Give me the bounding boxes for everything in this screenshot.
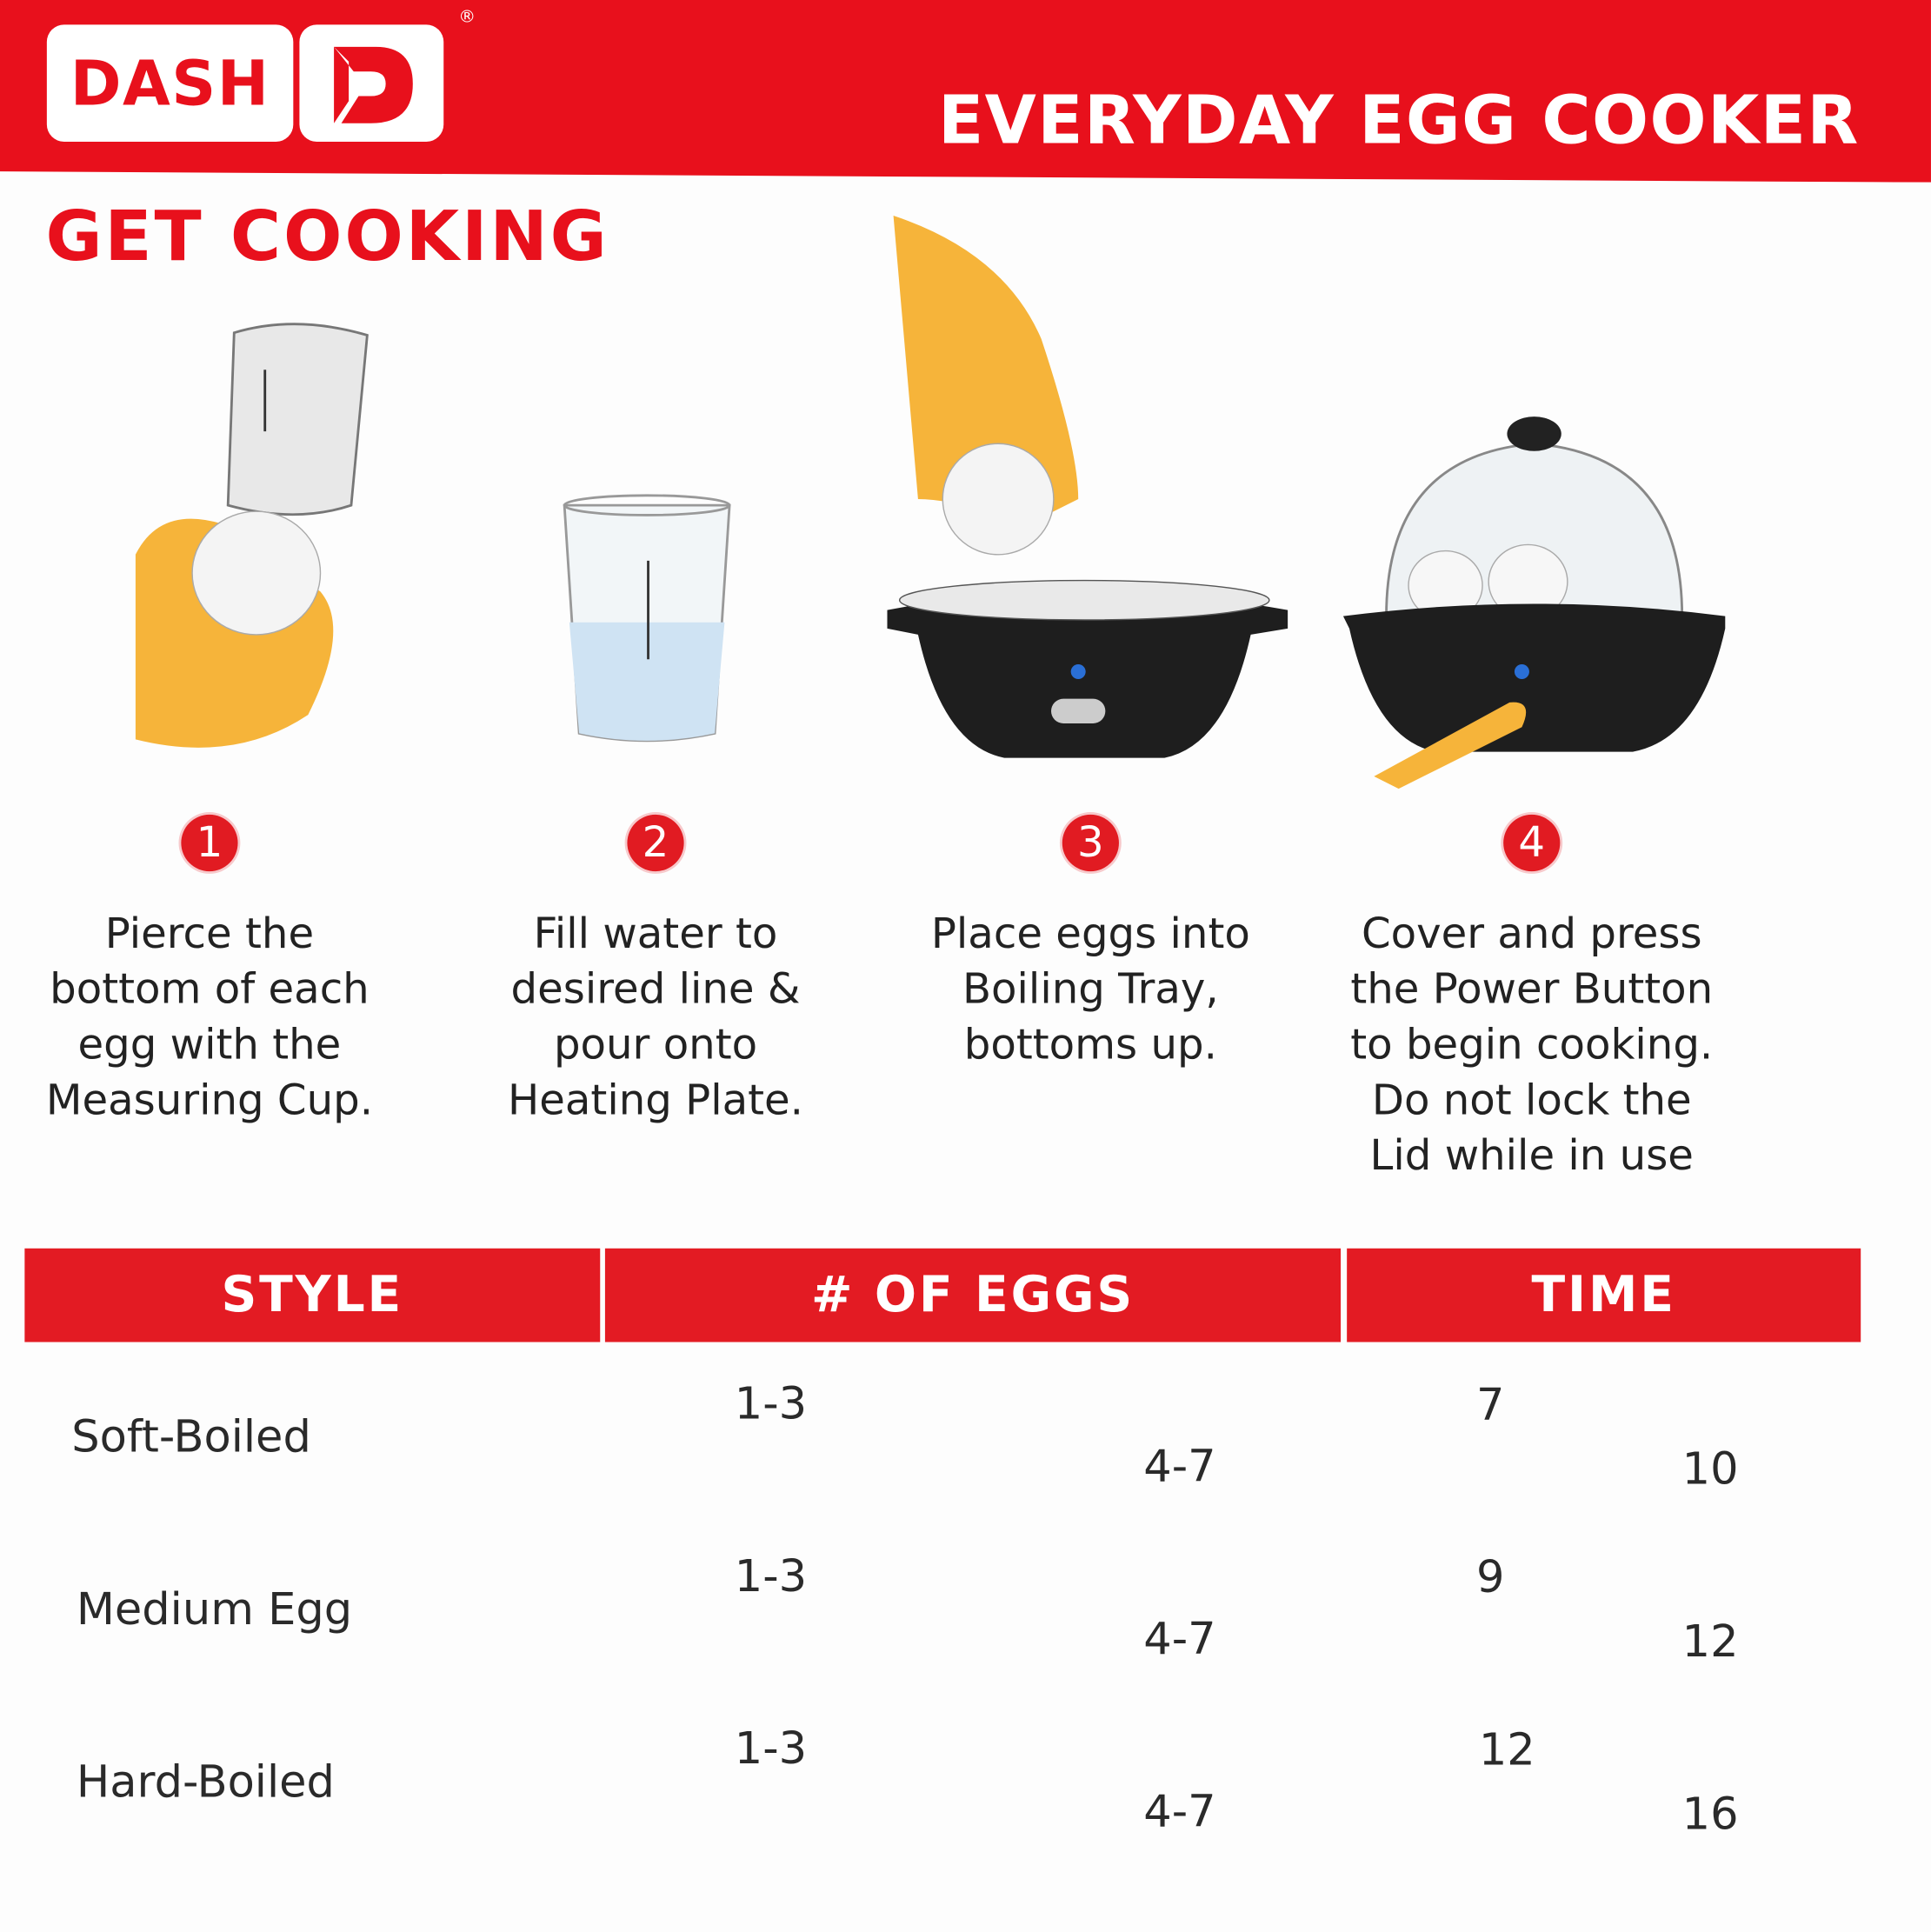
step-line: Measuring Cup. (45, 1076, 374, 1126)
style-cell: Soft-Boiled (71, 1412, 311, 1463)
section-title: GET COOKING (45, 197, 609, 277)
step-line: Fill water to (533, 909, 778, 959)
time-small-cell: 9 (1475, 1552, 1505, 1603)
header-style: STYLE (24, 1248, 601, 1342)
step-line: Do not lock the (1371, 1076, 1692, 1126)
step-line: Heating Plate. (508, 1076, 804, 1126)
eggs-large-cell: 4-7 (1143, 1442, 1216, 1493)
step-line: pour onto (553, 1020, 758, 1070)
step-line: to begin cooking. (1350, 1020, 1714, 1070)
dash-logo: DASH (46, 24, 294, 142)
measuring-cup-icon (563, 494, 731, 743)
step-line: bottoms up. (963, 1020, 1217, 1070)
step-line: Pierce the (104, 909, 315, 959)
step-4-number: 4 (1503, 814, 1561, 872)
time-large-cell: 16 (1681, 1789, 1739, 1841)
step-3-number: 3 (1062, 814, 1119, 872)
header-eggs: # OF EGGS (604, 1248, 1342, 1342)
style-cell: Medium Egg (76, 1584, 353, 1636)
egg-cooker-tray-icon (887, 216, 1288, 758)
header-time: TIME (1347, 1248, 1861, 1342)
pierce-egg-illustration-icon (135, 323, 369, 748)
product-title: EVERYDAY EGG COOKER (937, 81, 1860, 159)
cooking-table-body: Soft-Boiled 1-3 4-7 7 10 Medium Egg 1-3 … (0, 1356, 1931, 1873)
dash-d-logo-icon (299, 24, 444, 142)
style-cell: Hard-Boiled (76, 1757, 335, 1809)
time-large-cell: 12 (1681, 1616, 1739, 1668)
time-small-cell: 7 (1475, 1380, 1505, 1431)
step-2-number: 2 (627, 814, 684, 872)
eggs-small-cell: 1-3 (734, 1723, 808, 1775)
step-4-text: Cover and press the Power Button to begi… (1310, 907, 1754, 1184)
eggs-small-cell: 1-3 (734, 1379, 808, 1430)
step-line: desired line & (510, 964, 801, 1015)
step-line: egg with the (77, 1020, 342, 1070)
step-line: Place eggs into (930, 909, 1250, 959)
egg-cooker-lid-icon (1342, 416, 1726, 789)
registered-mark: ® (458, 7, 476, 28)
step-line: Boiling Tray, (962, 964, 1219, 1015)
eggs-small-cell: 1-3 (734, 1551, 808, 1602)
step-2-text: Fill water to desired line & pour onto H… (434, 907, 877, 1129)
step-line: the Power Button (1350, 964, 1714, 1015)
step-line: Cover and press (1361, 909, 1702, 959)
step-line: bottom of each (50, 964, 370, 1015)
step-line: Lid while in use (1369, 1131, 1694, 1181)
step-3-text: Place eggs into Boiling Tray, bottoms up… (869, 907, 1312, 1073)
time-small-cell: 12 (1478, 1725, 1535, 1776)
step-1-text: Pierce the bottom of each egg with the M… (0, 907, 431, 1129)
eggs-large-cell: 4-7 (1143, 1614, 1216, 1665)
eggs-large-cell: 4-7 (1143, 1787, 1216, 1838)
step-1-number: 1 (181, 814, 238, 872)
time-large-cell: 10 (1681, 1444, 1739, 1496)
